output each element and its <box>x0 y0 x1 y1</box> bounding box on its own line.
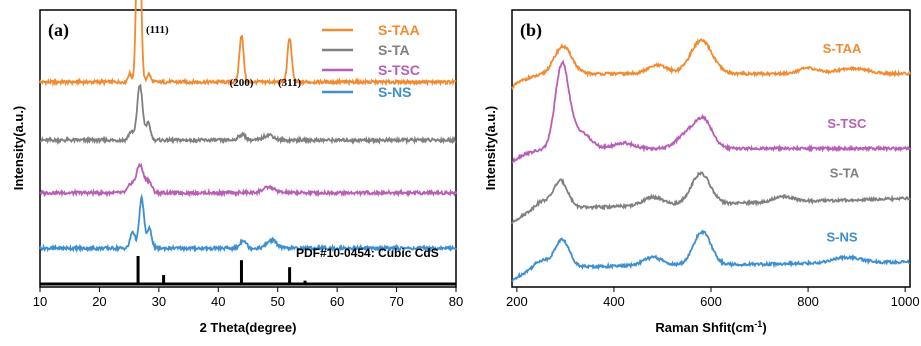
x-axis-ticks: 10 20 30 40 50 60 70 80 <box>33 287 463 309</box>
panel-b: (b) S-TAA S-TSC S-TA S-NS 200 400 600 800 10… <box>483 9 920 335</box>
xrd-series-s-ns <box>39 193 457 254</box>
x-tick-label-b: 800 <box>797 294 819 309</box>
x-tick-label-b: 600 <box>700 294 722 309</box>
panel-a-label: (a) <box>48 20 69 41</box>
peak-label-111: (111) <box>146 24 169 36</box>
peak-label-311: (311) <box>278 77 302 89</box>
x-tick-label-b: 400 <box>603 294 625 309</box>
x-axis-title-b-main: Raman Shfit(cm <box>655 320 754 335</box>
x-tick-label: 60 <box>330 294 344 309</box>
reference-pattern <box>40 256 456 286</box>
legend: S-TAA S-TA S-TSC S-NS <box>322 22 420 100</box>
x-axis-title: 2 Theta(degree) <box>200 320 297 335</box>
x-axis-title-b-sup: -1 <box>754 319 762 329</box>
x-tick-label: 50 <box>270 294 284 309</box>
peak-label-200: (200) <box>230 77 254 89</box>
x-tick-label: 10 <box>33 294 47 309</box>
xrd-series-group <box>39 0 457 254</box>
x-tick-label: 40 <box>211 294 225 309</box>
reference-label: PDF#10-0454: Cubic CdS <box>296 246 439 260</box>
legend-label-s-taa: S-TAA <box>378 22 420 38</box>
peak-labels: (111) (200) (311) <box>146 24 302 89</box>
legend-label-s-tsc: S-TSC <box>378 62 420 78</box>
x-tick-label-b: 200 <box>506 294 528 309</box>
raman-series-s-tsc <box>511 59 911 164</box>
series-label-s-ns: S-NS <box>827 229 858 244</box>
panel-b-label: (b) <box>520 20 542 41</box>
raman-series-group <box>511 37 911 283</box>
raman-series-s-ta <box>511 171 911 225</box>
x-tick-label-b: 1000 <box>891 294 920 309</box>
series-label-s-tsc: S-TSC <box>827 116 867 131</box>
x-axis-ticks-b: 200 400 600 800 1000 <box>506 287 920 309</box>
xrd-series-s-taa <box>39 0 457 88</box>
y-axis-title-b: Intensity(a.u.) <box>483 106 498 191</box>
raman-series-s-taa <box>511 37 911 91</box>
x-axis-title-b-tail: ) <box>762 320 766 335</box>
y-axis-title: Intensity(a.u.) <box>11 106 26 191</box>
legend-label-s-ns: S-NS <box>378 84 411 100</box>
x-tick-label: 20 <box>92 294 106 309</box>
xrd-series-s-tsc <box>39 162 457 198</box>
x-axis-title-b: Raman Shfit(cm-1) <box>655 319 766 335</box>
raman-series-s-ns <box>511 229 911 283</box>
series-label-s-taa: S-TAA <box>823 41 862 56</box>
panel-a-frame <box>39 9 457 288</box>
panel-a: (a) (111) (200) (311) S-TAA S-TA S-TSC S… <box>11 0 463 335</box>
series-label-s-ta: S-TA <box>830 166 860 181</box>
x-tick-label: 80 <box>449 294 463 309</box>
legend-label-s-ta: S-TA <box>378 42 410 58</box>
x-tick-label: 30 <box>152 294 166 309</box>
xrd-series-s-ta <box>39 83 457 146</box>
x-tick-label: 70 <box>389 294 403 309</box>
series-labels: S-TAA S-TSC S-TA S-NS <box>823 41 867 244</box>
